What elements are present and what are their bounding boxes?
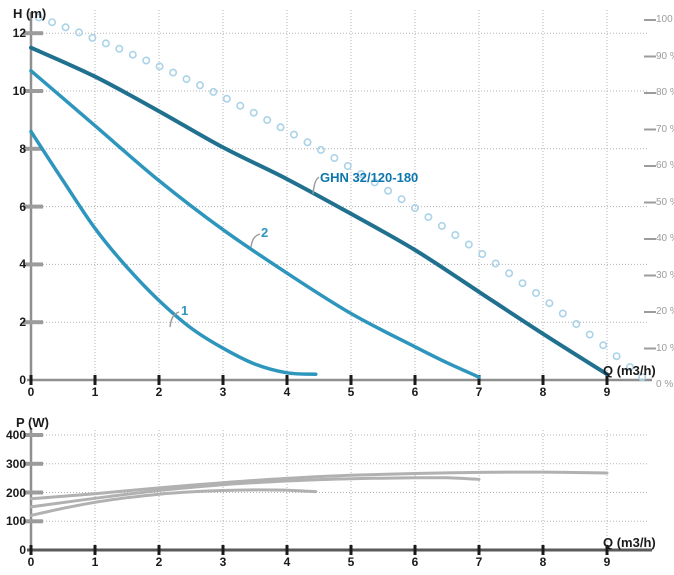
efficiency-tick-label: 10 %: [656, 342, 674, 354]
curve-ghn: [29, 45, 609, 377]
efficiency-tick-label: 0 %: [656, 379, 674, 390]
curve-label-leaders: [169, 176, 320, 328]
head-chart-y-tick-label: 8: [19, 141, 26, 156]
curve-speed2: [29, 69, 481, 379]
efficiency-tick-label: 70 %: [656, 123, 674, 135]
head-chart-x-tick-label: 1: [91, 385, 99, 399]
power-chart-y-tick-label: 400: [5, 428, 26, 442]
head-chart-x-tick-label: 4: [283, 385, 291, 399]
head-chart-x-tick-label: 2: [155, 385, 163, 399]
efficiency-markers: [34, 13, 647, 381]
head-chart-y-tick-label: 2: [19, 315, 26, 330]
head-chart-x-tick-label: 6: [411, 385, 419, 399]
power-chart-x-tick-label: 7: [475, 555, 483, 569]
curve-label-speed-1: 1: [181, 303, 189, 318]
curve-p-speed2: [29, 476, 481, 509]
power-chart-ticks: [23, 433, 609, 555]
efficiency-tick-label: 50 %: [656, 196, 674, 208]
head-chart-y-tick-label: 10: [12, 84, 26, 98]
head-chart-x-tick-label: 8: [539, 385, 547, 399]
leader-speed-2: [250, 233, 261, 248]
head-chart-y-tick-label: 4: [19, 257, 26, 272]
head-chart-x-tick-label: 7: [475, 385, 483, 399]
head-chart-ticks: [23, 19, 656, 385]
efficiency-tick-label: 40 %: [656, 233, 674, 244]
power-chart-x-tick-label: 1: [91, 555, 99, 569]
head-chart-x-tick-label: 9: [603, 385, 611, 399]
head-axis-title: H (m): [13, 6, 47, 21]
power-chart-x-tick-label: 5: [347, 555, 355, 569]
head-chart-y-tick-label: 0: [19, 373, 26, 387]
leader-speed-1: [169, 311, 180, 328]
curve-p-speed1: [29, 488, 318, 517]
efficiency-tick-label: 100: [656, 14, 673, 25]
power-chart-x-tick-label: 8: [539, 555, 547, 569]
leader-ghn: [312, 176, 320, 195]
flow-axis-title-bottom: Q (m3/h): [603, 535, 656, 550]
power-chart-y-tick-label: 300: [5, 456, 26, 471]
curve-p-ghn: [29, 470, 609, 501]
head-chart-y-tick-label: 6: [19, 199, 26, 214]
power-chart-y-tick-label: 200: [5, 485, 26, 500]
power-chart-x-tick-label: 6: [411, 555, 419, 569]
flow-axis-title-top: Q (m3/h): [603, 363, 656, 378]
efficiency-tick-label: 20 %: [656, 306, 674, 317]
head-chart-x-tick-label: 5: [347, 385, 355, 399]
power-chart-x-tick-label: 9: [603, 555, 611, 569]
efficiency-tick-label: 80 %: [656, 87, 674, 98]
curve-speed1: [29, 129, 318, 376]
power-chart-y-tick-label: 100: [5, 514, 26, 529]
head-chart-y-tick-label: 12: [12, 26, 26, 41]
power-chart-x-tick-label: 3: [219, 555, 227, 569]
head-chart-grid: [31, 10, 648, 380]
power-chart-y-tick-label: 0: [19, 543, 26, 557]
power-chart-x-tick-label: 4: [283, 555, 291, 569]
efficiency-tick-label: 90 %: [656, 50, 674, 62]
power-chart-x-tick-label: 2: [155, 555, 163, 569]
curve-label-speed-2: 2: [261, 225, 269, 240]
head-chart-x-tick-label: 3: [219, 385, 227, 399]
efficiency-tick-label: 60 %: [656, 160, 674, 171]
efficiency-tick-label: 30 %: [656, 269, 674, 281]
power-chart-x-tick-label: 0: [27, 555, 35, 569]
power-axis-title: P (W): [16, 415, 49, 430]
curve-label-ghn-32-120-180: GHN 32/120-180: [320, 170, 419, 185]
head-chart-x-tick-label: 0: [27, 385, 35, 399]
